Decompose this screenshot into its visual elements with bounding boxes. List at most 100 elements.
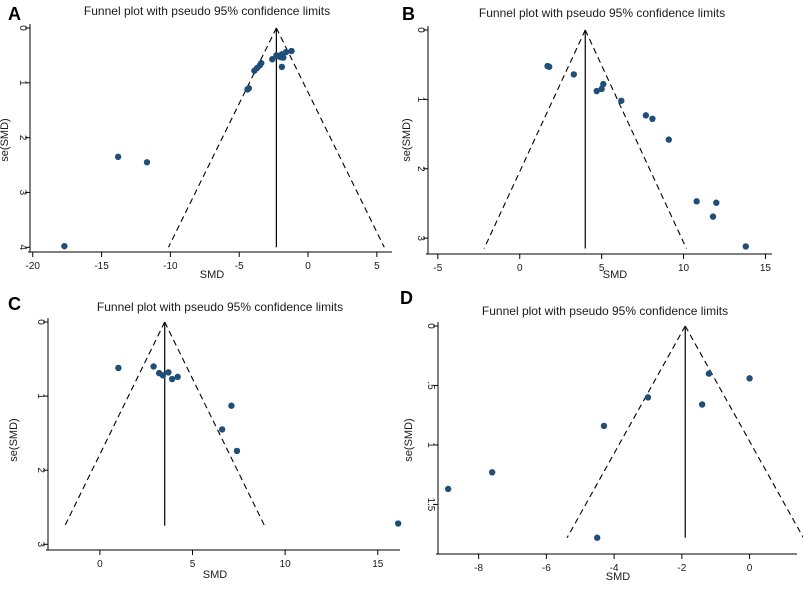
y-tick-label: 0 — [415, 27, 426, 33]
y-tick-label: 2 — [415, 166, 426, 172]
study-point — [642, 112, 650, 119]
study-point — [278, 63, 286, 71]
study-point — [282, 48, 290, 56]
y-tick-label: 1 — [415, 97, 426, 103]
study-point — [649, 115, 656, 123]
study-point — [618, 97, 625, 104]
x-tick-label: 5 — [190, 559, 196, 570]
study-point — [570, 71, 577, 78]
x-axis-label: SMD — [200, 269, 225, 281]
ci-limit-right — [684, 325, 803, 538]
x-tick-label: -8 — [474, 563, 483, 574]
panel-c: C Funnel plot with pseudo 95% confidence … — [8, 294, 402, 581]
y-tick-label: 4 — [17, 244, 28, 250]
study-point — [174, 373, 181, 381]
study-point — [693, 198, 700, 205]
ci-limit-left — [566, 325, 686, 538]
y-tick-label: 2 — [35, 467, 46, 473]
x-tick-label: -15 — [94, 261, 109, 272]
study-point — [705, 370, 713, 377]
ci-limit-left — [483, 29, 586, 249]
x-tick-label: 0 — [517, 263, 523, 274]
panel-d: D Funnel plot with pseudo 95% confidence … — [400, 288, 803, 583]
panel-letter: A — [8, 4, 21, 24]
panel-b: B Funnel plot with pseudo 95% confidence … — [401, 4, 772, 281]
x-tick-label: 0 — [747, 563, 753, 574]
study-point — [394, 520, 402, 527]
study-point — [245, 85, 253, 92]
y-axis-label: se(SMD) — [403, 418, 415, 461]
study-point — [593, 534, 601, 541]
study-point — [488, 469, 496, 476]
panel-a: A Funnel plot with pseudo 95% confidence … — [0, 4, 392, 281]
chart-title: Funnel plot with pseudo 95% confidence l… — [482, 304, 728, 318]
ci-limit-right — [275, 27, 385, 248]
x-tick-label: -20 — [26, 261, 41, 272]
y-tick-label: 0 — [35, 319, 46, 325]
study-point — [593, 87, 600, 95]
study-point — [269, 56, 276, 63]
y-tick-label: 3 — [415, 235, 426, 241]
study-point — [218, 426, 226, 433]
x-tick-label: -10 — [163, 261, 178, 272]
y-tick-label: 0 — [17, 25, 28, 31]
x-tick-label: 5 — [599, 263, 605, 274]
study-point — [233, 447, 241, 455]
x-tick-label: 15 — [760, 263, 772, 274]
x-tick-label: -2 — [677, 563, 686, 574]
x-tick-label: 0 — [97, 559, 103, 570]
y-tick-label: 1 — [17, 80, 28, 86]
study-point — [546, 63, 553, 70]
y-tick-label: 3 — [35, 542, 46, 548]
study-point — [288, 47, 295, 55]
y-tick-label: 0 — [425, 323, 436, 329]
y-axis-label: se(SMD) — [401, 118, 413, 161]
study-point — [665, 136, 672, 143]
study-point — [746, 375, 753, 382]
x-tick-label: 10 — [678, 263, 690, 274]
study-point — [114, 153, 122, 161]
study-point — [600, 80, 607, 88]
panel-letter: B — [402, 4, 415, 24]
x-tick-label: -4 — [610, 563, 619, 574]
x-tick-label: -5 — [433, 263, 442, 274]
study-point — [228, 402, 235, 409]
panel-letter: C — [8, 294, 21, 314]
chart-title: Funnel plot with pseudo 95% confidence l… — [97, 300, 343, 314]
y-tick-label: 3 — [17, 190, 28, 196]
x-axis-label: SMD — [603, 269, 628, 281]
study-point — [713, 199, 720, 206]
x-tick-label: 0 — [305, 261, 311, 272]
study-point — [168, 375, 176, 383]
study-point — [258, 59, 265, 67]
study-point — [159, 372, 167, 379]
x-tick-label: -5 — [235, 261, 244, 272]
study-point — [444, 485, 452, 493]
x-tick-label: -6 — [542, 563, 551, 574]
ci-limit-right — [164, 321, 266, 527]
ci-limit-left — [64, 321, 166, 527]
x-tick-label: 15 — [372, 559, 384, 570]
study-point — [165, 369, 172, 376]
ci-limit-right — [584, 29, 687, 249]
y-tick-label: 1 — [35, 393, 46, 399]
y-tick-label: 1 — [425, 442, 436, 448]
y-tick-label: 1.5 — [425, 497, 436, 511]
study-point — [115, 364, 122, 372]
chart-title: Funnel plot with pseudo 95% confidence l… — [84, 4, 330, 18]
study-point — [709, 213, 717, 220]
x-tick-label: 10 — [280, 559, 292, 570]
x-tick-label: 5 — [374, 261, 380, 272]
study-point — [600, 422, 608, 430]
study-point — [150, 363, 157, 370]
study-point — [598, 85, 605, 93]
study-point — [143, 159, 151, 166]
study-point — [742, 243, 749, 250]
study-point — [698, 401, 706, 408]
y-tick-label: 2 — [17, 135, 28, 141]
panel-letter: D — [400, 288, 413, 308]
study-point — [61, 242, 68, 250]
y-axis-label: se(SMD) — [8, 418, 20, 461]
